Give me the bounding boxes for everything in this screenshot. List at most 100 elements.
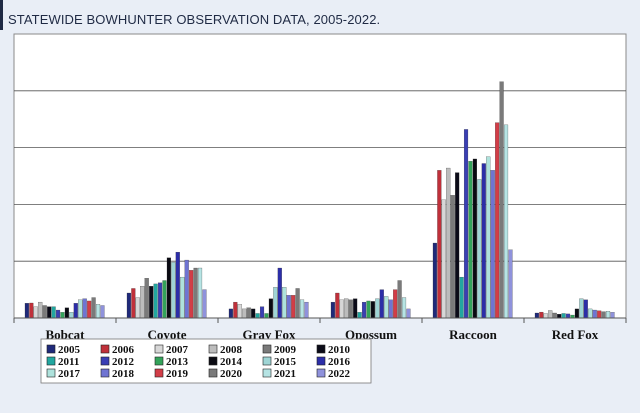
bar-opossum-2008 (344, 298, 349, 319)
legend-swatch (100, 344, 110, 354)
legend-swatch (208, 344, 218, 354)
bar-raccoon-2005 (432, 242, 437, 319)
legend-box (40, 338, 372, 384)
bar-coyote-2014 (166, 257, 171, 319)
bar-gray-fox-2010 (251, 308, 256, 319)
bar-red-fox-2007 (543, 313, 548, 319)
bar-opossum-2021 (401, 297, 407, 319)
bar-bobcat-2020 (91, 297, 96, 319)
bar-coyote-2005 (126, 292, 131, 319)
bar-raccoon-2017 (486, 156, 491, 319)
legend-label: 2022 (328, 368, 351, 380)
bar-coyote-2013 (162, 280, 167, 319)
bar-bobcat-2022 (100, 305, 105, 319)
bar-red-fox-2015 (579, 298, 584, 319)
bar-bobcat-2010 (47, 306, 52, 319)
bar-coyote-2016 (175, 251, 180, 319)
category-labels: Bobcat Coyote Gray Fox Opossum Raccoon Red Fo… (46, 327, 599, 342)
legend: 2005 2006 2007 2008 2009 2010 2011 2012 2013 2014… (40, 338, 372, 384)
bar-red-fox-2005 (534, 312, 539, 319)
bar-bobcat-2014 (64, 307, 69, 319)
legend-label: 2013 (166, 356, 189, 368)
legend-swatch (262, 356, 272, 366)
bar-coyote-2012 (157, 282, 163, 319)
bar-bobcat-2021 (95, 304, 101, 319)
bar-raccoon-2012 (463, 129, 469, 319)
bar-raccoon-2013 (468, 161, 473, 319)
bar-opossum-2005 (330, 301, 335, 319)
bar-coyote-2017 (180, 276, 185, 319)
legend-swatch (154, 368, 164, 378)
bar-coyote-2015 (171, 262, 176, 319)
legend-swatch (316, 344, 326, 354)
bar-opossum-2006 (335, 292, 340, 319)
bar-raccoon-2021 (503, 124, 509, 319)
bar-red-fox-2014 (574, 308, 579, 319)
legend-swatch (316, 356, 326, 366)
bar-raccoon-2011 (459, 276, 464, 319)
bar-opossum-2007 (339, 299, 344, 319)
legend-label: 2012 (112, 356, 135, 368)
bar-raccoon-2008 (446, 167, 451, 319)
bar-gray-fox-2005 (228, 308, 233, 319)
bar-gray-fox-2020 (295, 288, 300, 319)
bar-opossum-2022 (406, 308, 411, 319)
category-label: Red Fox (552, 327, 599, 342)
bar-raccoon-2022 (508, 249, 513, 319)
bar-red-fox-2021 (605, 311, 611, 319)
bar-opossum-2012 (361, 301, 367, 319)
bar-opossum-2009 (348, 299, 353, 319)
bar-gray-fox-2014 (268, 298, 273, 319)
legend-label: 2017 (58, 368, 81, 380)
bar-red-fox-2012 (565, 313, 571, 319)
legend-swatch (208, 368, 218, 378)
bar-opossum-2010 (353, 298, 358, 319)
legend-swatch (316, 368, 326, 378)
bar-gray-fox-2011 (255, 313, 260, 319)
bar-opossum-2011 (357, 312, 362, 319)
bar-bobcat-2007 (33, 306, 38, 319)
legend-swatch (46, 368, 56, 378)
legend-label: 2020 (220, 368, 243, 380)
bar-gray-fox-2022 (304, 301, 309, 319)
bar-coyote-2007 (135, 297, 140, 319)
bar-bobcat-2019 (87, 300, 92, 319)
legend-label: 2008 (220, 344, 243, 356)
bar-raccoon-2007 (441, 199, 446, 319)
bar-raccoon-2009 (450, 195, 455, 319)
bar-raccoon-2010 (455, 172, 460, 319)
bar-bobcat-2009 (42, 305, 47, 319)
bar-red-fox-2011 (561, 313, 566, 319)
chart-title: STATEWIDE BOWHUNTER OBSERVATION DATA, 20… (8, 12, 381, 27)
bars (24, 81, 615, 319)
bar-raccoon-2014 (472, 158, 477, 319)
legend-swatch (46, 356, 56, 366)
bar-raccoon-2015 (477, 179, 482, 319)
category-label: Raccoon (449, 327, 497, 342)
bar-gray-fox-2007 (237, 304, 242, 319)
legend-swatch (100, 356, 110, 366)
bar-raccoon-2016 (481, 163, 486, 319)
legend-label: 2015 (274, 356, 297, 368)
category-label: Gray Fox (242, 327, 296, 342)
bar-bobcat-2005 (24, 303, 29, 319)
bar-raccoon-2020 (499, 81, 504, 319)
bar-red-fox-2010 (557, 314, 562, 319)
bar-red-fox-2009 (552, 312, 557, 319)
legend-swatch (154, 356, 164, 366)
legend-label: 2011 (58, 356, 79, 368)
bar-opossum-2017 (384, 296, 389, 319)
bar-bobcat-2013 (60, 312, 65, 319)
legend-swatch (208, 356, 218, 366)
legend-label: 2009 (274, 344, 297, 356)
bar-raccoon-2006 (437, 170, 442, 319)
bar-bobcat-2015 (69, 312, 74, 319)
grid-lines (14, 90, 626, 262)
bar-opossum-2016 (379, 289, 384, 319)
bar-opossum-2019 (393, 289, 398, 319)
bar-red-fox-2018 (592, 309, 597, 319)
bar-opossum-2015 (375, 298, 380, 319)
legend-label: 2019 (166, 368, 189, 380)
bar-coyote-2018 (184, 259, 189, 319)
bar-gray-fox-2016 (277, 267, 282, 319)
